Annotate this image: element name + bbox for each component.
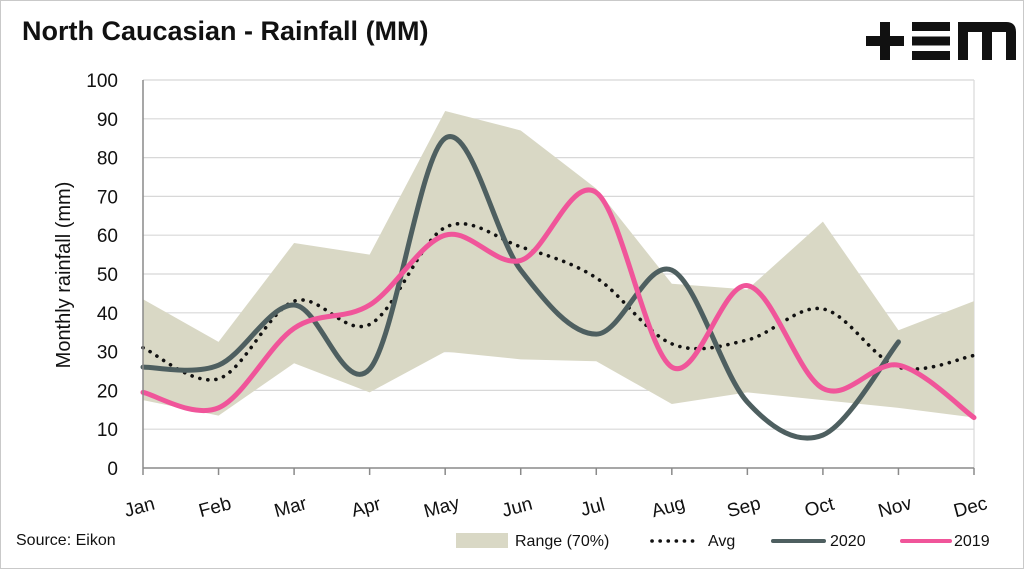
range-band	[143, 111, 974, 418]
source-note: Source: Eikon	[16, 532, 116, 549]
y-tick-label: 90	[97, 110, 118, 131]
series-line-2019	[140, 187, 977, 421]
x-tick-label: Dec	[952, 493, 990, 522]
y-tick-label: 0	[107, 459, 118, 480]
x-tick-label: Sep	[725, 493, 763, 522]
legend-range-label: Range (70%)	[515, 533, 609, 550]
x-tick-label: Mar	[272, 493, 310, 522]
series-lines	[140, 134, 977, 441]
y-axis-label: Monthly rainfall (mm)	[53, 182, 75, 369]
x-tick-label: Jul	[578, 494, 607, 521]
series-line-avg	[141, 221, 976, 382]
tem-logo-mark	[866, 22, 1016, 60]
y-tick-label: 70	[97, 187, 118, 208]
x-tick-label: Jan	[122, 494, 157, 522]
x-tick-label: May	[422, 493, 463, 523]
legend-2020-label: 2020	[830, 533, 866, 550]
range-area	[143, 111, 974, 418]
x-tick-label: Jun	[500, 494, 535, 522]
y-tick-label: 10	[97, 420, 118, 441]
x-tick-label: Nov	[876, 493, 915, 522]
x-tick-label: Apr	[349, 494, 384, 522]
legend-avg-label: Avg	[708, 533, 735, 550]
chart-title: North Caucasian - Rainfall (MM)	[22, 16, 429, 46]
legend: Range (70%) Avg 2020 2019	[456, 533, 990, 550]
y-tick-label: 20	[97, 381, 118, 402]
legend-2019-label: 2019	[954, 533, 990, 550]
y-tick-label: 30	[97, 343, 118, 364]
x-tick-label: Oct	[802, 494, 837, 522]
y-tick-label: 50	[97, 265, 118, 286]
y-tick-label: 80	[97, 149, 118, 170]
x-tick-label: Feb	[197, 493, 234, 522]
y-tick-label: 100	[86, 71, 118, 92]
y-tick-label: 40	[97, 304, 118, 325]
series-line-2020	[140, 134, 901, 441]
y-tick-label: 60	[97, 226, 118, 247]
tem-logo	[866, 22, 1016, 65]
legend-range-swatch	[456, 533, 508, 548]
x-tick-label: Aug	[649, 493, 687, 522]
